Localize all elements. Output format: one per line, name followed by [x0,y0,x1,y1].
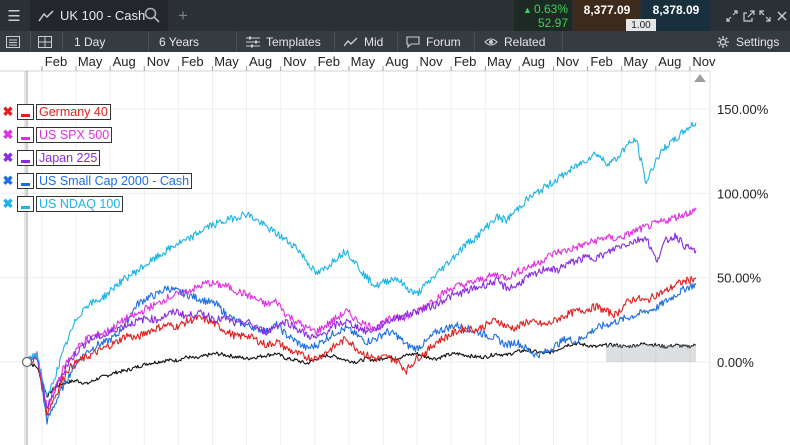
remove-series-icon[interactable]: ✖ [2,104,14,119]
x-tick-label: Feb [590,54,612,69]
top-bar: ☰ UK 100 - Cash + ▲ 0.63% 52.97 8,377.09 … [0,0,790,31]
chart-area[interactable]: Feb May Aug Nov Feb May Aug Nov Feb May Aug Nov Feb M… [0,52,790,445]
x-tick-label: Aug [522,54,545,69]
legend-label: Germany 40 [36,104,111,120]
window-controls [724,0,790,31]
chat-bubble-icon [406,35,420,48]
series-color-swatch[interactable] [17,104,34,120]
close-icon[interactable] [776,10,788,22]
remove-series-icon[interactable]: ✖ [2,150,14,165]
price-type-button[interactable]: Mid [344,31,383,52]
series-line-us-ndaq-100 [26,121,697,397]
line-chart-icon [344,37,358,46]
remove-series-icon[interactable]: ✖ [2,196,14,211]
remove-series-icon[interactable]: ✖ [2,173,14,188]
series-line-us-small-cap-2000-cash [26,283,697,425]
y-tick-label: 150.00% [717,102,769,117]
x-tick-label: Feb [454,54,476,69]
x-tick-label: Feb [45,54,67,69]
x-tick-label: May [487,54,512,69]
x-tick-label: Nov [556,54,580,69]
templates-label: Templates [266,34,321,49]
legend-label: US NDAQ 100 [36,196,124,212]
spread-value: 1.00 [626,19,656,31]
legend-label: US Small Cap 2000 - Cash [36,173,193,189]
comparison-start-marker [21,356,33,368]
x-tick-label: Aug [658,54,681,69]
line-chart-icon [38,9,54,21]
list-icon[interactable] [6,31,26,52]
range-dropdown[interactable]: 6 Years [159,34,200,49]
x-tick-label: May [214,54,239,69]
up-arrow-icon: ▲ [523,5,532,15]
popout-icon[interactable] [743,9,755,22]
change-indicator: ▲ 0.63% 52.97 [514,0,572,31]
forum-label: Forum [426,34,461,49]
eye-icon [484,37,498,46]
x-tick-label: Aug [113,54,136,69]
x-tick-label: May [78,54,103,69]
gear-icon [717,35,729,48]
price-type-label: Mid [364,34,384,49]
y-tick-label: 100.00% [717,186,769,201]
x-tick-label: Nov [147,54,171,69]
chart-toolbar: 1 Day 6 Years Templates Mid Forum Relate… [0,31,790,52]
templates-button[interactable]: Templates [246,31,321,52]
sliders-icon [246,36,260,47]
series-line-uk-100-cash [26,341,697,398]
x-tick-label: Nov [420,54,444,69]
hamburger-icon[interactable]: ☰ [7,7,21,25]
settings-button[interactable]: Settings [716,31,779,52]
y-tick-label: 0.00% [717,355,754,370]
settings-label: Settings [736,34,780,49]
expand-icon[interactable] [726,9,738,22]
x-tick-label: Aug [385,54,408,69]
series-line-germany-40 [26,275,697,416]
series-color-swatch[interactable] [17,173,34,189]
related-label: Related [504,34,546,49]
series-color-swatch[interactable] [17,196,34,212]
remove-series-icon[interactable]: ✖ [2,127,14,142]
x-tick-label: May [623,54,648,69]
change-percent: ▲ 0.63% [523,2,568,16]
related-button[interactable]: Related [484,31,545,52]
series-color-swatch[interactable] [17,150,34,166]
series-color-swatch[interactable] [17,127,34,143]
date-axis [0,52,790,71]
search-icon[interactable] [144,7,160,23]
x-tick-label: Nov [692,54,716,69]
x-tick-label: Feb [318,54,340,69]
series-line-japan-225 [26,232,697,410]
change-absolute: 52.97 [537,16,568,30]
current-position-marker [694,74,706,82]
restore-icon[interactable] [759,9,771,22]
x-tick-label: Feb [181,54,203,69]
recent-range-shade [606,345,696,362]
comparison-chart[interactable]: Feb May Aug Nov Feb May Aug Nov Feb May Aug Nov Feb M… [0,52,790,445]
tab-label: UK 100 - Cash [60,8,146,23]
tab-uk-100-cash[interactable]: UK 100 - Cash [30,0,168,31]
forum-button[interactable]: Forum [406,31,461,52]
legend-label: Japan 225 [36,150,101,166]
y-tick-label: 50.00% [717,271,762,286]
legend-label: US SPX 500 [36,127,113,143]
grid-icon[interactable] [38,31,58,52]
x-tick-label: May [351,54,376,69]
interval-dropdown[interactable]: 1 Day [74,34,106,49]
x-tick-label: Nov [283,54,307,69]
plus-icon[interactable]: + [178,5,188,25]
series-line-us-spx-500 [26,207,697,409]
x-tick-label: Aug [249,54,272,69]
